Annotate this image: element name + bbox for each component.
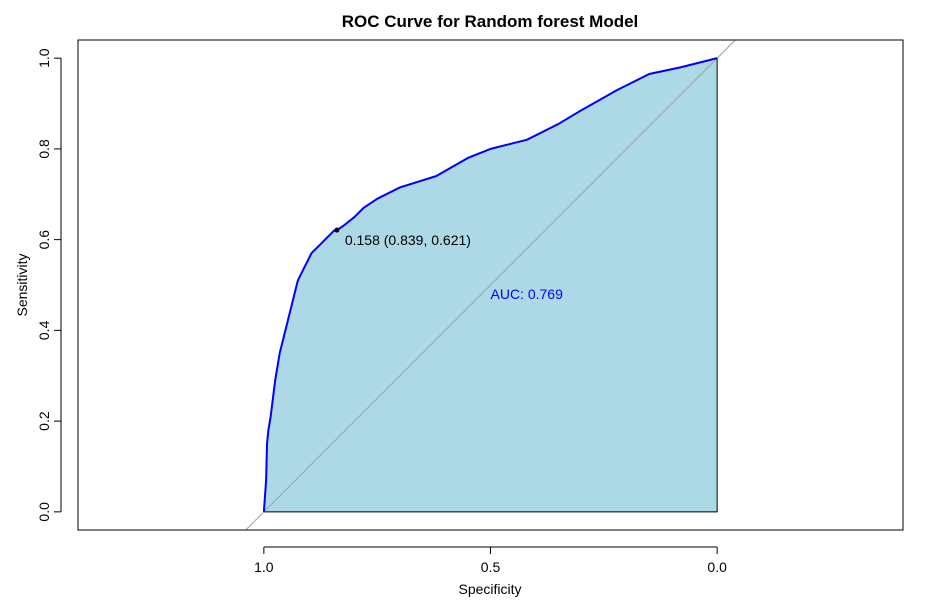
x-axis-label: Specificity bbox=[458, 581, 521, 597]
y-tick-label: 0.8 bbox=[36, 139, 52, 159]
x-axis: 1.0 0.5 0.0 bbox=[254, 546, 727, 575]
y-tick-label: 0.0 bbox=[36, 502, 52, 522]
y-tick-label: 0.4 bbox=[36, 320, 52, 340]
y-tick-label: 0.6 bbox=[36, 230, 52, 250]
y-axis: 0.0 0.2 0.4 0.6 0.8 1.0 bbox=[36, 48, 62, 522]
diagonal-reference-line bbox=[245, 40, 736, 530]
x-tick-label: 1.0 bbox=[254, 559, 274, 575]
plot-area: 0.158 (0.839, 0.621) AUC: 0.769 bbox=[245, 40, 736, 530]
x-tick-label: 0.0 bbox=[707, 559, 727, 575]
threshold-point bbox=[334, 227, 340, 233]
chart-title: ROC Curve for Random forest Model bbox=[342, 12, 639, 31]
plot-frame bbox=[77, 39, 904, 531]
y-tick-label: 0.2 bbox=[36, 411, 52, 431]
threshold-label: 0.158 (0.839, 0.621) bbox=[345, 232, 471, 248]
auc-label: AUC: 0.769 bbox=[491, 286, 564, 302]
x-tick-label: 0.5 bbox=[481, 559, 501, 575]
roc-curve-line bbox=[262, 57, 718, 512]
y-tick-label: 1.0 bbox=[36, 48, 52, 68]
y-axis-label: Sensitivity bbox=[14, 253, 30, 316]
plot-clip-group bbox=[245, 40, 736, 530]
